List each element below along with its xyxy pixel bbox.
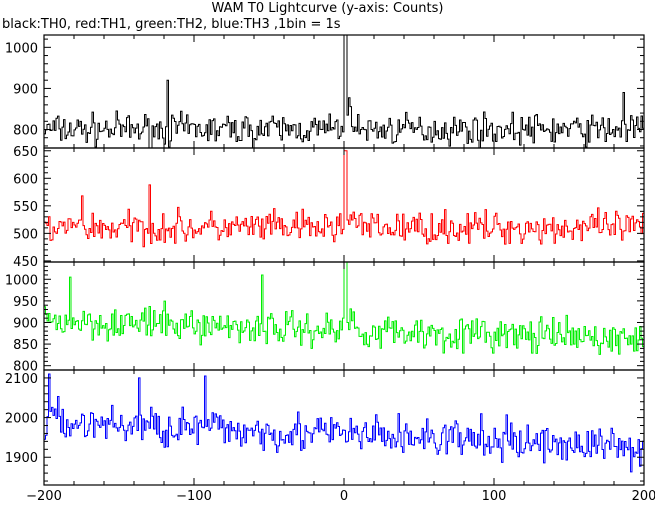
y-tick-label: 450 bbox=[13, 255, 38, 270]
y-tick-label: 650 bbox=[13, 145, 38, 160]
y-tick-label: 500 bbox=[13, 227, 38, 242]
chart-subtitle: black:TH0, red:TH1, green:TH2, blue:TH3 … bbox=[2, 17, 341, 32]
y-tick-label: 2100 bbox=[5, 372, 38, 387]
y-tick-label: 550 bbox=[13, 200, 38, 215]
series-th1 bbox=[44, 150, 644, 248]
y-tick-label: 900 bbox=[13, 316, 38, 331]
series-th0 bbox=[44, 35, 644, 148]
panel-frame-th3 bbox=[43, 369, 645, 486]
x-tick-label: 0 bbox=[340, 489, 348, 504]
y-tick-label: 1000 bbox=[5, 273, 38, 288]
x-tick-label: −200 bbox=[26, 489, 62, 504]
y-tick-label: 800 bbox=[13, 360, 38, 375]
y-tick-label: 1000 bbox=[5, 41, 38, 56]
y-tick-label: 2000 bbox=[5, 412, 38, 427]
y-tick-label: 600 bbox=[13, 172, 38, 187]
x-tick-label: 100 bbox=[482, 489, 507, 504]
x-tick-label: −100 bbox=[176, 489, 212, 504]
y-tick-label: 800 bbox=[13, 124, 38, 139]
chart-title: WAM T0 Lightcurve (y-axis: Counts) bbox=[211, 1, 444, 16]
y-tick-label: 1900 bbox=[5, 451, 38, 466]
y-tick-label: 950 bbox=[13, 295, 38, 310]
series-th2 bbox=[44, 262, 644, 355]
y-tick-label: 900 bbox=[13, 82, 38, 97]
series-th3 bbox=[44, 373, 644, 473]
y-tick-label: 850 bbox=[13, 338, 38, 353]
x-tick-label: 200 bbox=[632, 489, 655, 504]
